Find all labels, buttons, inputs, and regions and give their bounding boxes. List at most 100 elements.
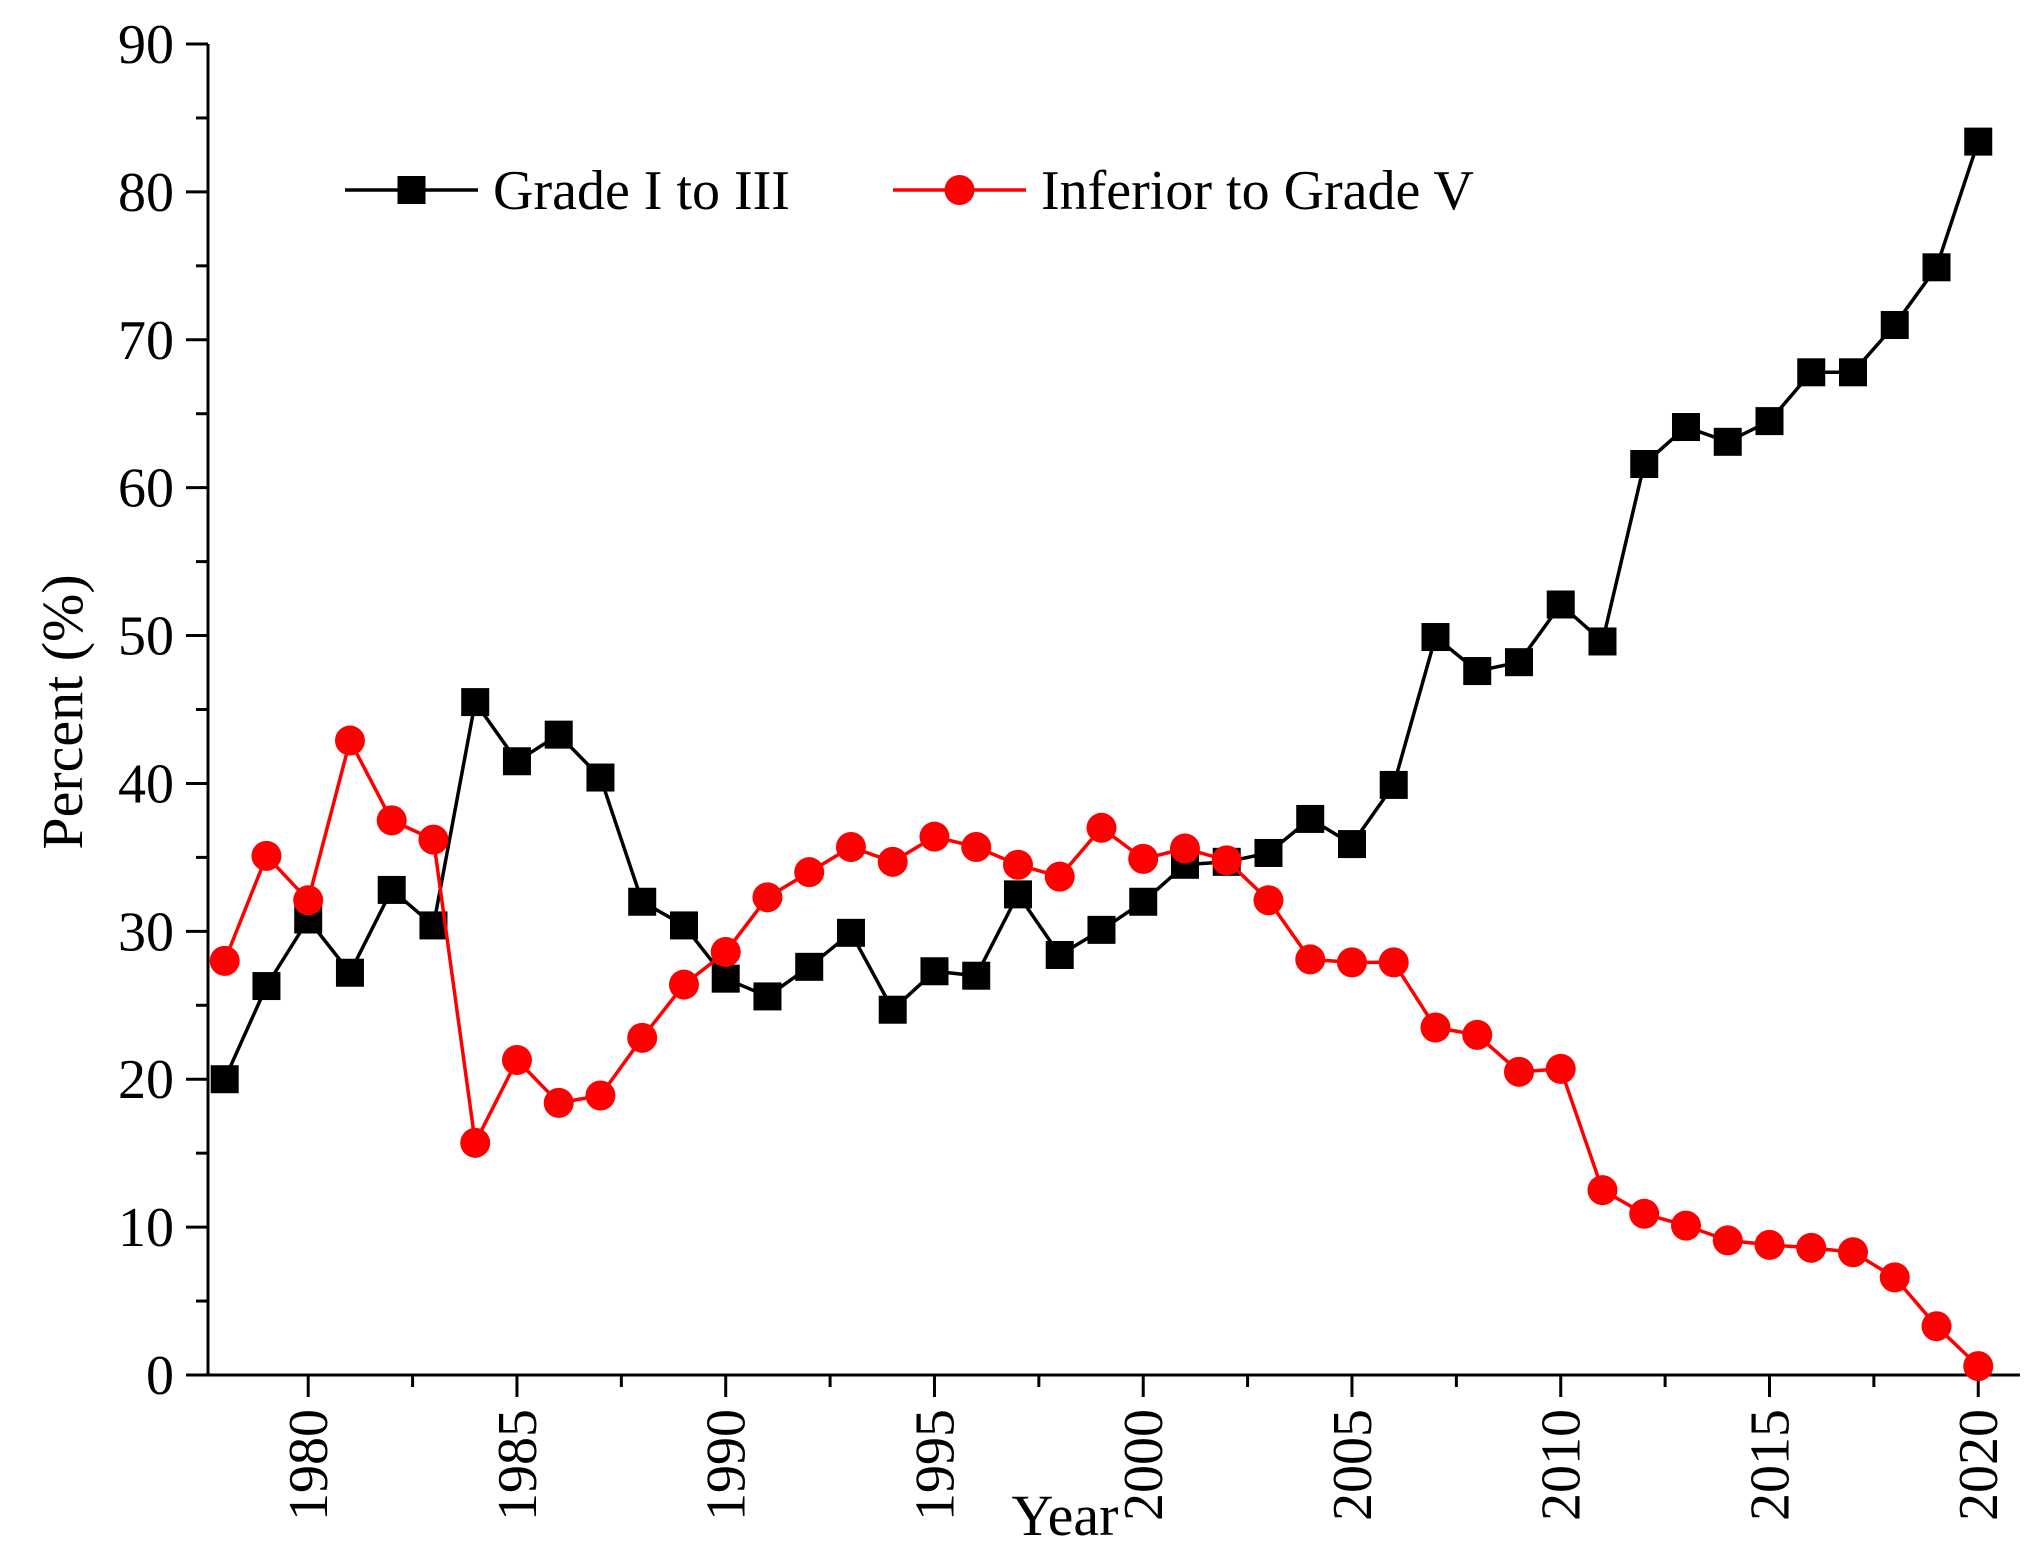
x-tick-label: 1985 (487, 1409, 549, 1521)
data-point-square (1003, 880, 1032, 909)
data-point-square (1797, 358, 1826, 387)
legend-label: Inferior to Grade V (1041, 160, 1474, 222)
data-point-circle (1002, 849, 1033, 880)
data-point-circle (1169, 833, 1200, 864)
data-point-circle (1754, 1229, 1785, 1260)
legend-item-2: Inferior to Grade V (893, 160, 1474, 222)
data-point-square (1421, 623, 1450, 652)
data-point-square (878, 995, 907, 1024)
data-point-circle (1086, 812, 1117, 843)
data-point-circle (1211, 845, 1242, 876)
x-tick-label: 2015 (1739, 1409, 1801, 1521)
series-layer (209, 127, 1994, 1382)
data-point-circle (209, 945, 240, 976)
data-point-circle (1837, 1237, 1868, 1268)
data-point-square (920, 957, 949, 986)
data-point-square (1337, 830, 1366, 859)
data-point-circle (1629, 1198, 1660, 1229)
data-point-circle (668, 969, 699, 1000)
data-point-square (1838, 358, 1867, 387)
data-point-circle (334, 725, 365, 756)
x-tick-label: 2020 (1948, 1409, 2010, 1521)
data-point-square (1296, 804, 1325, 833)
data-point-circle (794, 857, 825, 888)
data-point-square (1880, 310, 1909, 339)
data-point-circle (1044, 861, 1075, 892)
data-point-circle (1587, 1175, 1618, 1206)
data-point-square (1671, 413, 1700, 442)
data-point-circle (1796, 1232, 1827, 1263)
data-point-square (1546, 590, 1575, 619)
data-point-square (795, 952, 824, 981)
data-point-square (1504, 648, 1533, 677)
y-tick-label: 80 (118, 162, 174, 224)
data-point-square (335, 958, 364, 987)
data-point-square (711, 964, 740, 993)
y-tick-label: 70 (118, 310, 174, 372)
data-point-circle (1545, 1053, 1576, 1084)
data-point-circle (1670, 1210, 1701, 1241)
data-point-circle (251, 840, 282, 871)
data-point-square (962, 961, 991, 990)
data-point-circle (710, 937, 741, 968)
data-point-square (1463, 657, 1492, 686)
data-point-circle (1128, 843, 1159, 874)
data-point-circle (460, 1127, 491, 1158)
data-point-square (461, 688, 490, 717)
x-tick-label: 1990 (696, 1409, 758, 1521)
series-1 (210, 127, 1993, 1094)
data-point-circle (1295, 944, 1326, 975)
data-point-square (544, 720, 573, 749)
data-point-circle (585, 1080, 616, 1111)
data-point-circle (293, 885, 324, 916)
data-point-circle (376, 805, 407, 836)
data-point-circle (835, 832, 866, 863)
data-point-square (1713, 427, 1742, 456)
data-point-square (1964, 127, 1993, 156)
data-point-circle (1921, 1311, 1952, 1342)
data-point-circle (961, 832, 992, 863)
legend-marker-circle (944, 175, 975, 205)
data-point-circle (627, 1022, 658, 1053)
data-point-circle (752, 882, 783, 913)
data-point-circle (1336, 947, 1367, 978)
y-tick-label: 60 (118, 458, 174, 520)
y-tick-label: 10 (118, 1197, 174, 1259)
data-point-circle (1420, 1012, 1451, 1043)
data-point-square (1379, 770, 1408, 799)
x-axis-title: Year (1012, 1483, 1119, 1548)
data-point-square (1588, 627, 1617, 656)
data-point-square (753, 982, 782, 1011)
axes: 0 10 20 30 40 50 60 70 80 90 1980 1985 1990 1995 2000 2… (118, 14, 2020, 1521)
data-point-circle (1378, 947, 1409, 978)
x-tick-label: 1980 (278, 1409, 340, 1521)
data-point-square (1129, 887, 1158, 916)
data-point-circle (1462, 1019, 1493, 1050)
data-point-circle (1712, 1225, 1743, 1256)
y-tick-label: 0 (146, 1345, 174, 1407)
data-point-square (210, 1065, 239, 1094)
x-tick-label: 2010 (1531, 1409, 1593, 1521)
data-point-square (1630, 450, 1659, 479)
legend-marker-square (397, 176, 426, 204)
data-point-square (1254, 838, 1283, 867)
data-point-circle (543, 1087, 574, 1118)
data-point-square (1755, 407, 1784, 436)
legend-label: Grade I to III (493, 160, 790, 222)
data-point-square (669, 911, 698, 940)
data-point-square (628, 887, 657, 916)
x-tick-label: 1995 (904, 1409, 966, 1521)
y-tick-label: 90 (118, 14, 174, 76)
data-point-circle (1963, 1351, 1994, 1382)
data-point-square (586, 763, 615, 792)
data-point-square (502, 747, 531, 776)
data-point-circle (1503, 1056, 1534, 1087)
data-point-circle (1879, 1262, 1910, 1293)
data-point-square (1045, 940, 1074, 969)
y-tick-label: 40 (118, 753, 174, 815)
series-2 (209, 725, 1994, 1382)
data-point-square (1922, 253, 1951, 282)
x-tick-label: 2005 (1322, 1409, 1384, 1521)
data-point-circle (501, 1044, 532, 1075)
